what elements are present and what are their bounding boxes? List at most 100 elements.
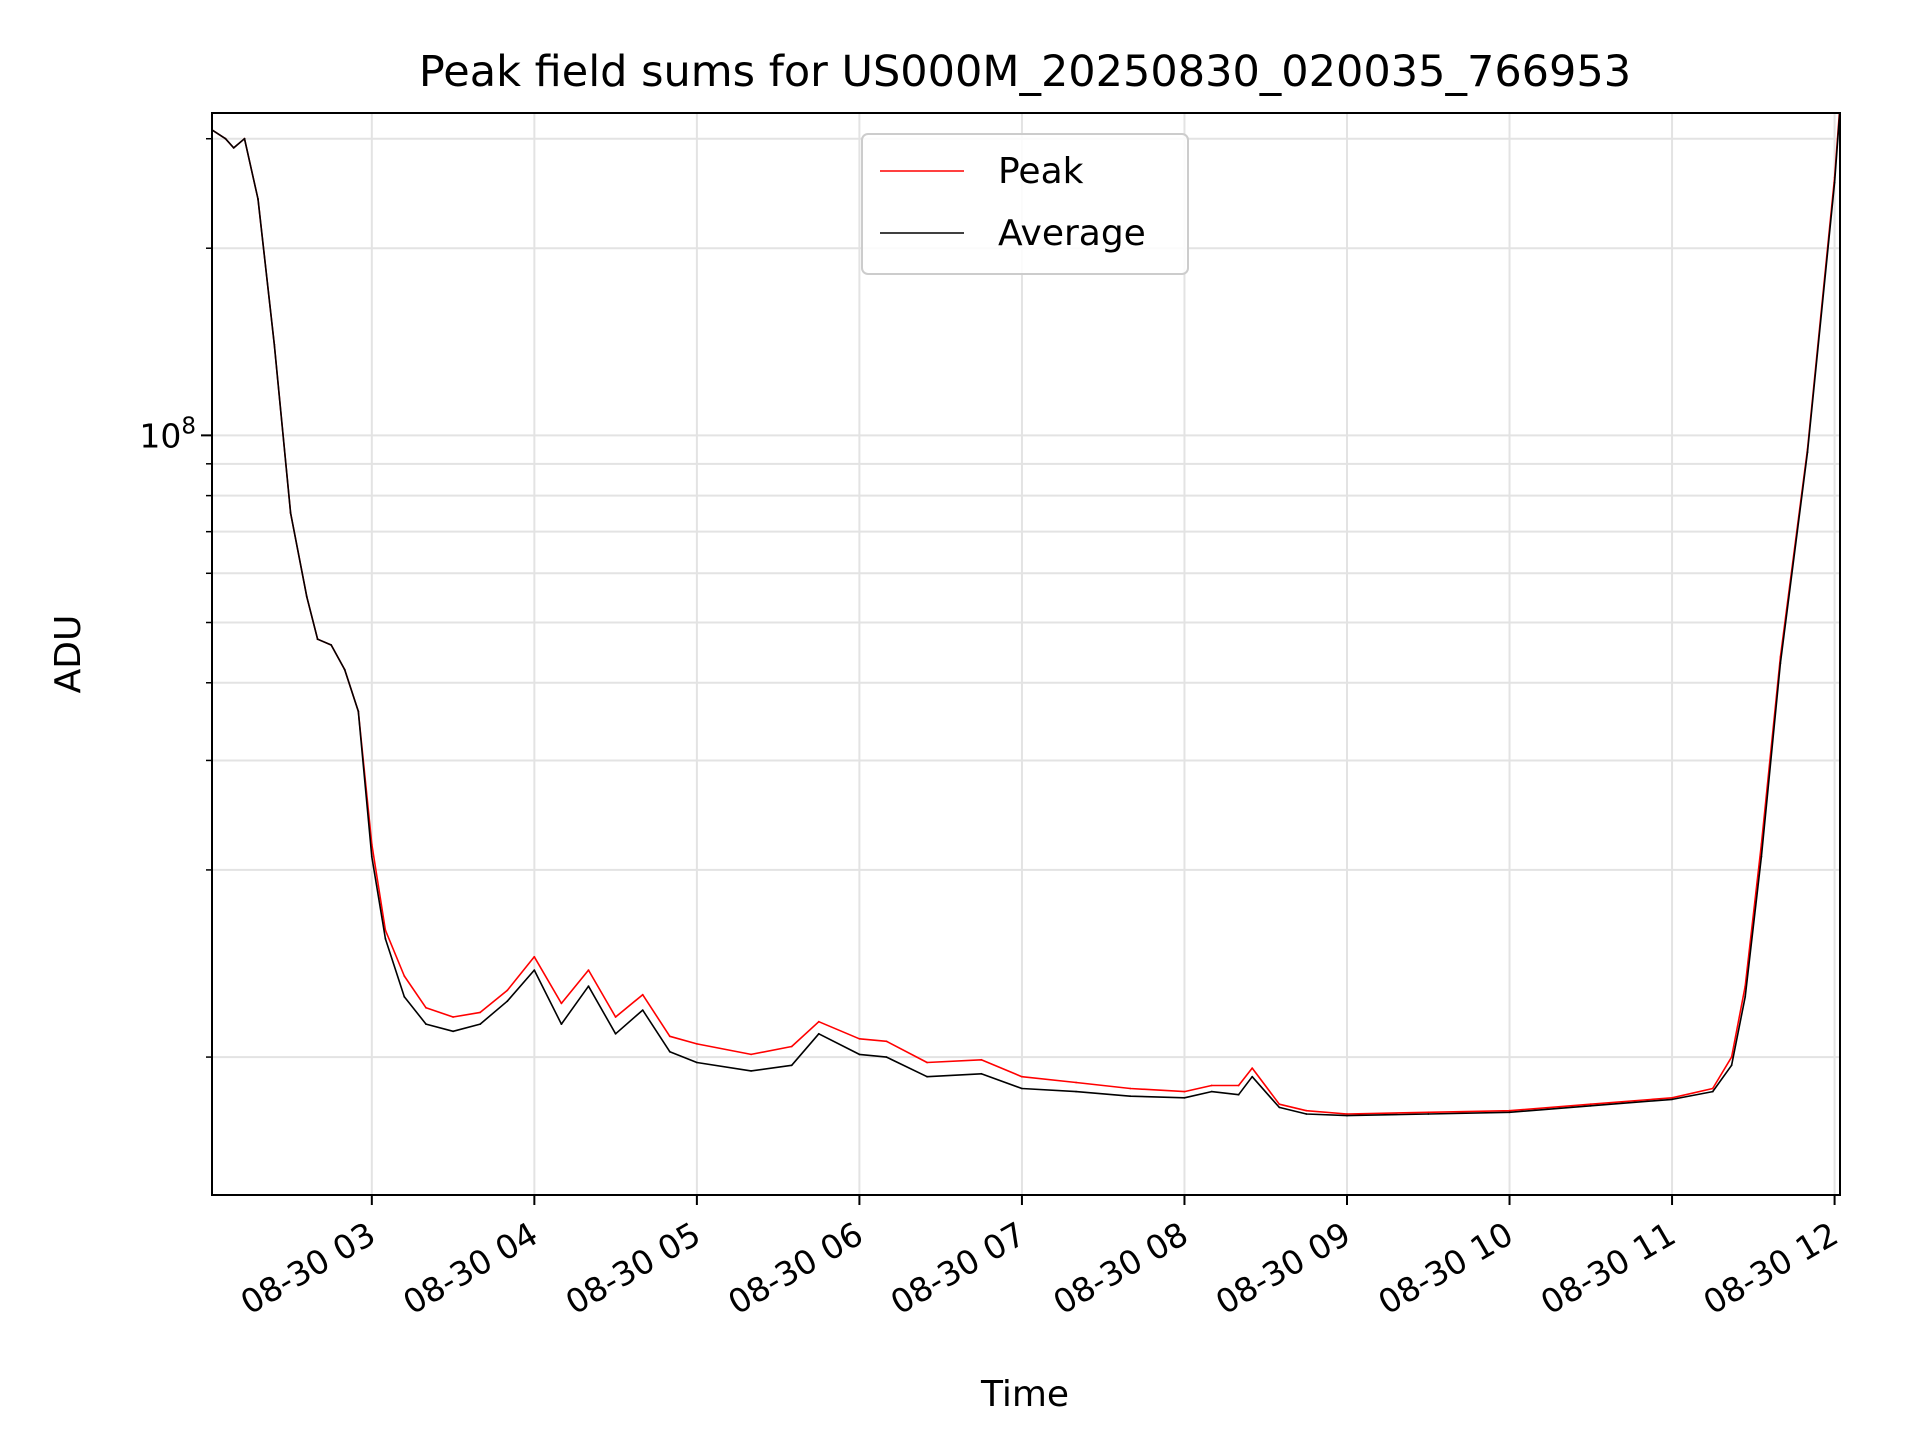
data-point-peak	[1278, 1103, 1281, 1106]
data-point-peak	[1589, 1103, 1592, 1106]
data-point-average	[614, 1032, 617, 1035]
data-point-peak	[1730, 1056, 1733, 1058]
data-point-average	[668, 1050, 671, 1053]
data-point-peak	[1711, 1087, 1714, 1090]
data-point-peak	[403, 975, 406, 977]
x-axis-label: Time	[980, 1374, 1069, 1415]
series-group	[212, 113, 1840, 1117]
data-point-peak	[479, 1011, 482, 1014]
data-point-average	[232, 147, 235, 149]
data-point-peak	[668, 1035, 671, 1038]
data-point-peak	[980, 1058, 983, 1061]
y-ticks: 108	[139, 137, 212, 1058]
data-point-peak	[587, 969, 590, 971]
data-point-average	[1210, 1090, 1213, 1093]
data-point-peak	[926, 1061, 928, 1064]
data-point-average	[479, 1023, 482, 1025]
grid	[212, 113, 1840, 1195]
data-point-peak	[696, 1043, 698, 1045]
data-point-average	[506, 1000, 509, 1003]
data-point-average	[1237, 1093, 1240, 1096]
data-point-average	[1589, 1104, 1592, 1107]
y-axis-label: ADU	[48, 615, 89, 694]
data-point-average	[224, 137, 227, 140]
data-point-average	[1779, 662, 1782, 665]
data-point-peak	[858, 1037, 861, 1040]
data-point-average	[1278, 1106, 1281, 1109]
data-point-average	[1346, 1114, 1348, 1117]
data-point-peak	[1251, 1067, 1254, 1069]
data-point-average	[452, 1030, 454, 1033]
data-point-average	[289, 512, 292, 514]
data-point-average	[316, 638, 319, 641]
data-point-average	[343, 668, 346, 671]
data-point-peak	[614, 1016, 617, 1018]
data-point-average	[257, 198, 259, 200]
data-point-peak	[817, 1020, 820, 1023]
plot-frame	[211, 112, 1841, 1196]
data-point-average	[750, 1070, 752, 1072]
data-point-average	[1021, 1087, 1023, 1090]
data-point-average	[1806, 451, 1809, 453]
y-tick-label: 108	[139, 413, 196, 455]
data-point-peak	[1021, 1075, 1023, 1078]
legend: Peak Average	[861, 133, 1189, 275]
data-point-average	[1075, 1090, 1077, 1093]
data-point-peak	[1671, 1096, 1673, 1099]
data-point-average	[1671, 1098, 1673, 1101]
data-point-average	[1730, 1064, 1733, 1067]
data-point-average	[641, 1009, 644, 1011]
data-point-peak	[425, 1006, 427, 1009]
data-point-peak	[1075, 1081, 1077, 1084]
data-point-peak	[1508, 1109, 1511, 1112]
data-point-average	[1305, 1113, 1308, 1115]
data-point-average	[926, 1075, 928, 1078]
data-point-average	[1508, 1111, 1511, 1114]
data-point-peak	[506, 989, 509, 992]
data-point-average	[273, 343, 276, 346]
data-point-peak	[1346, 1113, 1348, 1115]
data-point-average	[357, 710, 360, 713]
data-point-peak	[560, 1002, 563, 1005]
legend-box	[861, 133, 1189, 275]
data-point-peak	[750, 1053, 752, 1056]
data-point-peak	[1129, 1087, 1132, 1090]
data-point-average	[370, 855, 373, 858]
data-point-average	[587, 985, 590, 988]
data-point-average	[1427, 1113, 1430, 1115]
data-point-average	[1183, 1096, 1186, 1099]
data-point-average	[885, 1056, 888, 1058]
data-point-average	[858, 1053, 861, 1056]
chart-title: Peak field sums for US000M_20250830_0200…	[419, 47, 1631, 97]
data-point-peak	[1183, 1090, 1186, 1093]
data-point-peak	[1210, 1084, 1213, 1087]
legend-average-label: Average	[998, 213, 1146, 254]
data-point-peak	[790, 1045, 793, 1048]
data-point-average	[1129, 1095, 1132, 1098]
data-point-average	[817, 1032, 820, 1035]
data-point-average	[1711, 1090, 1714, 1093]
data-point-average	[1760, 855, 1763, 858]
data-point-average	[1251, 1075, 1254, 1078]
data-point-peak	[1305, 1109, 1308, 1112]
data-point-average	[384, 937, 387, 940]
data-point-peak	[533, 955, 536, 958]
data-point-average	[330, 644, 333, 646]
data-point-average	[403, 995, 406, 998]
data-point-average	[305, 595, 308, 598]
data-point-peak	[452, 1016, 454, 1018]
data-point-average	[243, 137, 246, 140]
data-point-average	[696, 1061, 698, 1064]
data-point-average	[533, 969, 536, 971]
data-point-average	[980, 1072, 983, 1075]
data-point-average	[790, 1064, 793, 1067]
data-point-peak	[384, 929, 387, 932]
data-point-peak	[885, 1040, 888, 1043]
data-point-peak	[1237, 1084, 1240, 1087]
data-point-average	[425, 1023, 427, 1025]
data-point-peak	[1427, 1111, 1430, 1114]
data-point-average	[560, 1023, 563, 1025]
legend-peak-label: Peak	[998, 151, 1084, 192]
data-point-peak	[641, 993, 644, 996]
